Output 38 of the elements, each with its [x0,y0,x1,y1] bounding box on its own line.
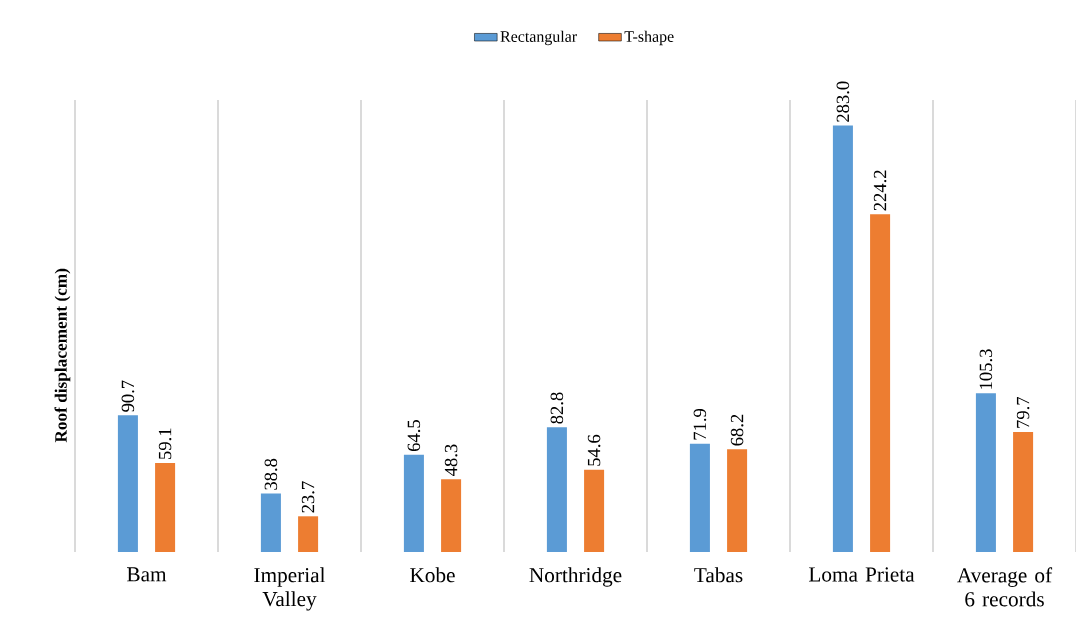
bar [546,427,567,552]
bar [689,443,710,552]
data-label: 64.5 [407,420,421,452]
data-label: 38.8 [264,458,278,490]
x-tick-label: Northridge [529,567,622,587]
data-label: 105.3 [979,349,993,389]
data-label: 48.3 [444,444,458,476]
bar [727,449,748,552]
bar [403,454,424,552]
data-label: 68.2 [730,414,744,446]
data-label: 59.1 [158,428,172,459]
bar [1013,431,1034,552]
legend-label: Rectangular [500,30,577,46]
bar [832,125,853,552]
bar [975,393,996,552]
data-label: 71.9 [693,408,707,440]
data-label: 54.6 [587,434,601,466]
x-tick-label: Average of 6 records [957,567,1053,607]
data-label: 224.2 [873,170,887,211]
x-tick-label: Loma Prieta [808,567,915,582]
y-axis-title: Roof displacement (cm) [54,268,71,443]
bar [298,516,319,552]
x-tick-label: Tabas [694,567,743,583]
bar [155,462,176,552]
bar [584,469,605,552]
x-tick-label: Kobe [410,567,455,583]
bar [260,493,281,552]
bar [117,415,138,552]
data-label: 90.7 [121,380,135,412]
data-label: 23.7 [301,481,315,513]
legend-label: T-shape [624,30,674,46]
data-label: 283.0 [836,81,850,122]
x-tick-label: Imperial Valley [254,567,326,611]
data-label: 79.7 [1016,396,1030,428]
bar [870,214,891,552]
bar [441,479,462,552]
x-tick-label: Bam [127,567,167,582]
data-label: 82.8 [550,392,564,424]
